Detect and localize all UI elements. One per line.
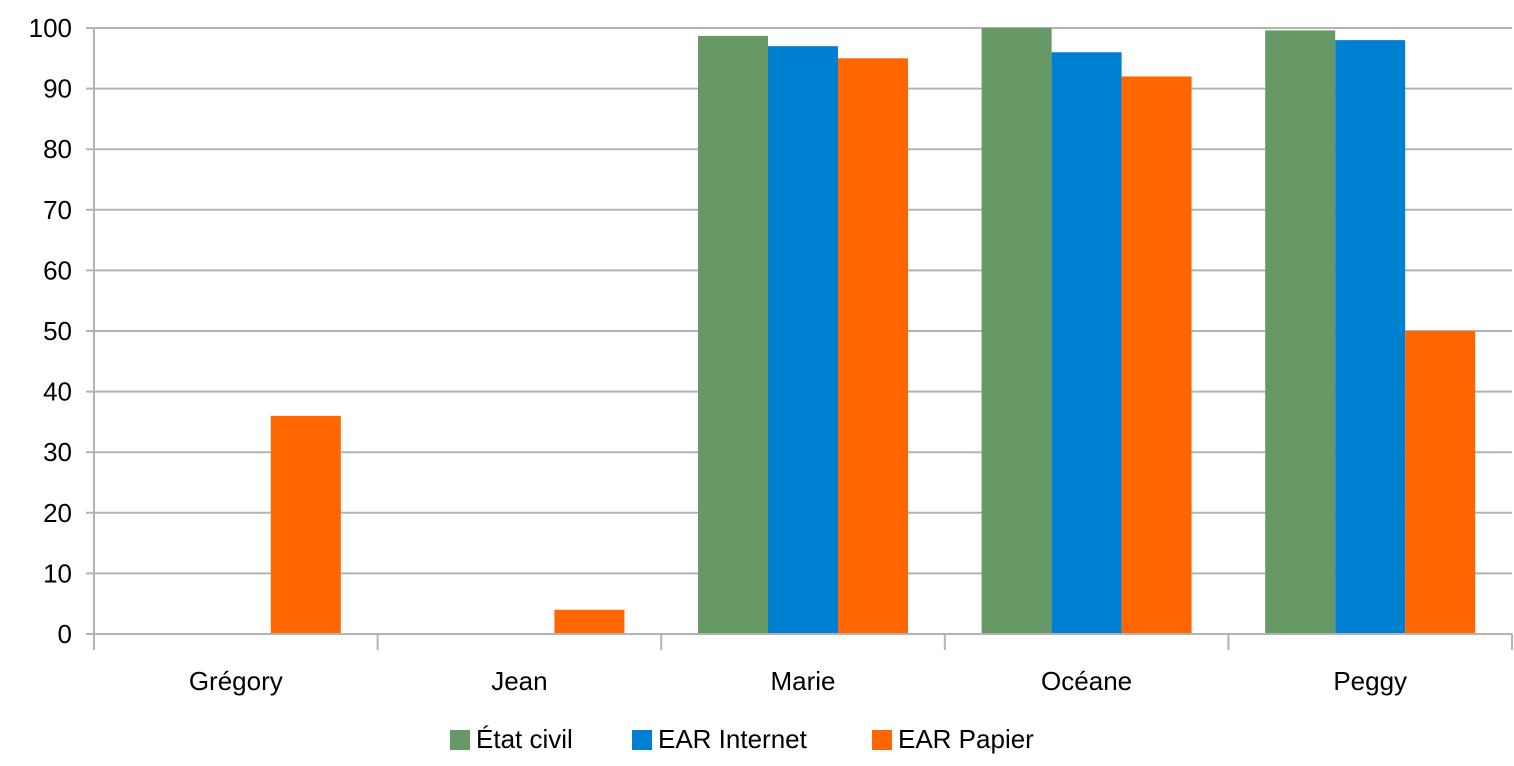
legend-label: EAR Papier — [898, 724, 1034, 754]
legend: État civil EAR Internet EAR Papier — [450, 724, 1034, 754]
legend-label: État civil — [476, 724, 573, 754]
y-tick-label: 100 — [29, 13, 72, 43]
y-tick-label: 10 — [43, 558, 72, 588]
x-tick-label: Peggy — [1333, 666, 1407, 696]
bar — [1051, 52, 1122, 635]
bar — [698, 35, 768, 635]
bar — [554, 609, 625, 634]
bar — [768, 46, 838, 635]
bar — [1335, 40, 1406, 635]
y-axis-tick-labels: 0 10 20 30 40 50 60 70 80 90 100 — [29, 13, 72, 649]
x-tick-label: Jean — [491, 666, 547, 696]
bar — [1265, 30, 1336, 634]
y-tick-label: 20 — [43, 498, 72, 528]
bar — [1121, 76, 1192, 635]
x-tick-label: Marie — [770, 666, 835, 696]
y-tick-label: 0 — [58, 619, 72, 649]
y-tick-label: 50 — [43, 316, 72, 346]
x-tick-label: Grégory — [189, 666, 283, 696]
legend-swatch — [450, 730, 470, 750]
bars — [270, 28, 1476, 635]
legend-swatch — [872, 730, 892, 750]
y-tick-label: 70 — [43, 195, 72, 225]
bar — [1405, 331, 1476, 634]
bar — [838, 58, 908, 635]
bar — [981, 28, 1052, 634]
x-axis-tick-labels: Grégory Jean Marie Océane Peggy — [189, 666, 1407, 696]
y-tick-label: 80 — [43, 134, 72, 164]
y-tick-label: 60 — [43, 255, 72, 285]
y-tick-label: 30 — [43, 437, 72, 467]
y-tick-label: 90 — [43, 74, 72, 104]
x-tick-label: Océane — [1041, 666, 1132, 696]
axes — [86, 28, 1513, 650]
bar — [270, 415, 341, 634]
legend-swatch — [632, 730, 652, 750]
y-tick-label: 40 — [43, 377, 72, 407]
legend-label: EAR Internet — [658, 724, 808, 754]
